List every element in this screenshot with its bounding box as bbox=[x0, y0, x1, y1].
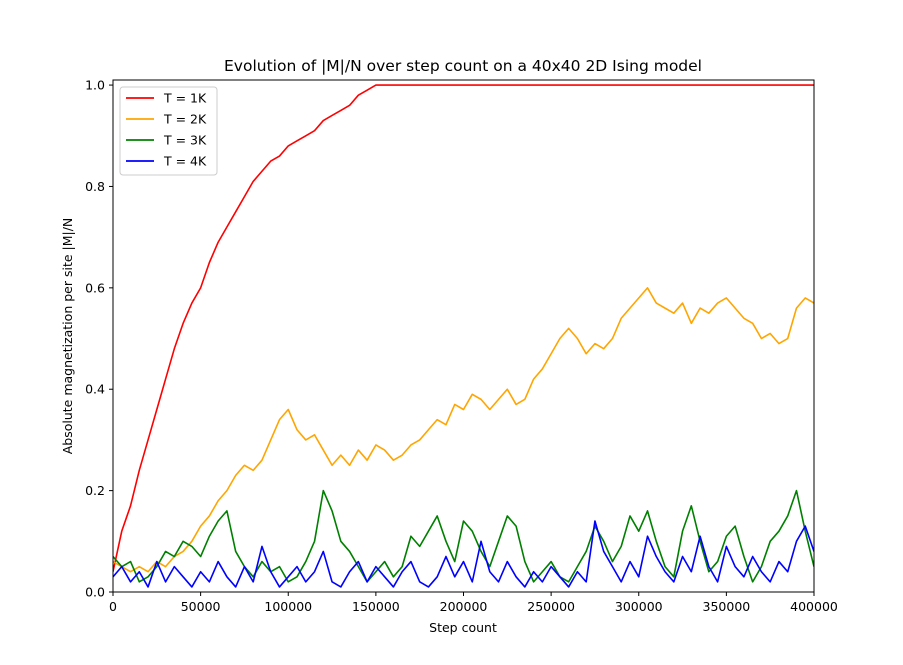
x-tick-label: 150000 bbox=[352, 599, 400, 614]
y-tick-label: 0.6 bbox=[85, 280, 105, 295]
legend-label-1: T = 1K bbox=[163, 91, 207, 106]
y-axis-label: Absolute magnetization per site |M|/N bbox=[60, 218, 75, 455]
x-tick-label: 0 bbox=[109, 599, 117, 614]
legend-frame bbox=[119, 86, 218, 176]
y-tick-label: 0.2 bbox=[85, 483, 105, 498]
legend-label-3: T = 3K bbox=[163, 133, 207, 148]
series-line-3 bbox=[113, 489, 814, 583]
y-tick-label: 0.8 bbox=[85, 179, 105, 194]
x-tick-label: 200000 bbox=[440, 599, 488, 614]
series-line-4 bbox=[113, 520, 814, 588]
chart-title: Evolution of |M|/N over step count on a … bbox=[224, 57, 702, 75]
y-tick-label: 0.4 bbox=[85, 382, 105, 397]
y-tick-label: 0.0 bbox=[85, 585, 105, 600]
y-tick-label: 1.0 bbox=[85, 78, 105, 93]
legend-label-4: T = 4K bbox=[163, 154, 207, 169]
series-layer bbox=[113, 84, 814, 588]
x-tick-label: 300000 bbox=[615, 599, 663, 614]
x-tick-label: 100000 bbox=[264, 599, 312, 614]
x-axis: 0 50000 100000 150000 200000 250000 300000 3500… bbox=[109, 592, 838, 614]
x-tick-label: 350000 bbox=[703, 599, 751, 614]
y-axis: 0.0 0.2 0.4 0.6 0.8 1.0 bbox=[85, 78, 113, 600]
legend-label-2: T = 2K bbox=[163, 112, 207, 127]
series-line-2 bbox=[113, 287, 814, 573]
x-axis-label: Step count bbox=[429, 620, 497, 635]
x-tick-label: 250000 bbox=[527, 599, 575, 614]
plot-background bbox=[113, 80, 814, 592]
x-tick-label: 50000 bbox=[181, 599, 221, 614]
plot-area bbox=[112, 79, 815, 593]
x-tick-label: 400000 bbox=[790, 599, 838, 614]
series-line-1 bbox=[113, 84, 814, 572]
legend: T = 1K T = 2K T = 3K T = 4K bbox=[119, 86, 218, 176]
